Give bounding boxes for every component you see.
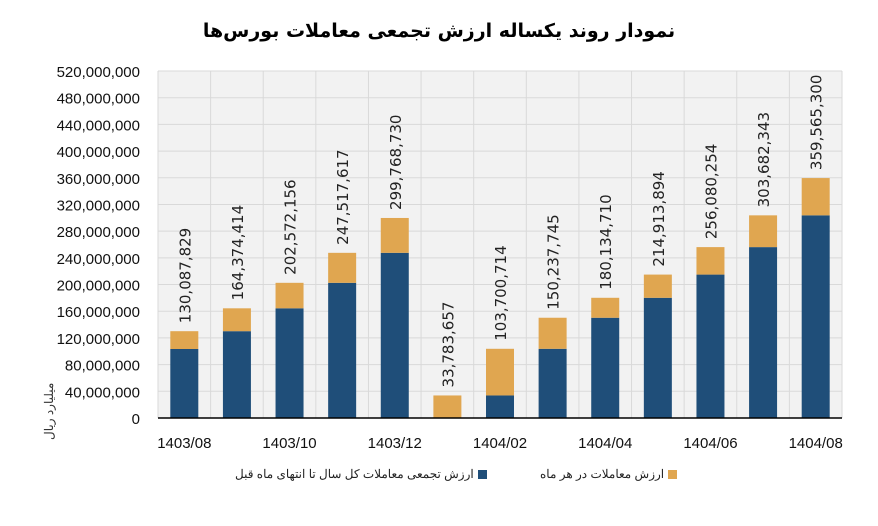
y-tick-label: 400,000,000 <box>57 144 140 161</box>
data-label: 303,682,343 <box>755 112 773 207</box>
bar-cumulative <box>170 349 199 418</box>
data-label: 103,700,714 <box>492 245 510 340</box>
data-label: 202,572,156 <box>282 179 300 274</box>
bar-monthly <box>486 348 514 396</box>
bar-cumulative <box>328 282 357 418</box>
bar-cumulative <box>486 395 514 418</box>
y-tick-label: 360,000,000 <box>57 171 140 188</box>
bar-monthly <box>801 178 830 216</box>
x-tick-label: 1404/02 <box>473 435 527 452</box>
y-tick-label: 280,000,000 <box>57 224 140 241</box>
y-axis-label: میلیارد ریال <box>42 382 56 440</box>
y-tick-label: 160,000,000 <box>57 304 140 321</box>
y-tick-label: 120,000,000 <box>57 331 140 348</box>
x-tick-label: 1403/10 <box>262 435 316 452</box>
bar-cumulative <box>696 274 725 418</box>
y-tick-label: 0 <box>132 411 140 428</box>
legend-item-cumulative: ارزش تجمعی معاملات کل سال تا انتهای ماه … <box>235 467 487 481</box>
legend-label-cumulative: ارزش تجمعی معاملات کل سال تا انتهای ماه … <box>235 467 474 481</box>
bar-monthly <box>275 282 304 309</box>
bar-monthly <box>380 217 409 253</box>
data-label: 164,374,414 <box>229 205 247 300</box>
bar-monthly <box>433 395 462 418</box>
data-label: 256,080,254 <box>702 144 720 239</box>
y-tick-label: 320,000,000 <box>57 197 140 214</box>
bar-monthly <box>591 297 620 318</box>
legend-item-monthly: ارزش معاملات در هر ماه <box>540 467 678 481</box>
bar-cumulative <box>538 348 567 418</box>
y-tick-label: 440,000,000 <box>57 117 140 134</box>
bar-monthly <box>538 317 567 349</box>
bar-cumulative <box>801 215 830 418</box>
y-tick-label: 480,000,000 <box>57 91 140 108</box>
data-label: 299,768,730 <box>387 115 405 210</box>
data-label: 214,913,894 <box>650 171 668 266</box>
x-tick-label: 1404/04 <box>578 435 632 452</box>
y-tick-label: 80,000,000 <box>65 358 140 375</box>
bar-cumulative <box>643 297 672 418</box>
bar-cumulative <box>749 247 778 418</box>
bar-monthly <box>328 252 357 283</box>
data-label: 150,237,745 <box>545 214 563 309</box>
data-label: 247,517,617 <box>334 149 352 244</box>
x-tick-label: 1404/06 <box>683 435 737 452</box>
y-tick-label: 200,000,000 <box>57 278 140 295</box>
x-tick-label: 1404/08 <box>789 435 843 452</box>
bar-monthly <box>222 308 251 332</box>
legend-label-monthly: ارزش معاملات در هر ماه <box>540 467 665 481</box>
legend-swatch-monthly <box>668 469 678 479</box>
bar-cumulative <box>275 308 304 418</box>
x-tick-label: 1403/08 <box>157 435 211 452</box>
bar-cumulative <box>591 317 620 418</box>
legend-swatch-cumulative <box>477 469 487 479</box>
y-tick-label: 240,000,000 <box>57 251 140 268</box>
x-tick-label: 1403/12 <box>368 435 422 452</box>
bar-monthly <box>749 215 778 248</box>
y-tick-label: 520,000,000 <box>57 64 140 81</box>
bar-monthly <box>170 331 199 350</box>
chart-title: نمودار روند یکساله ارزش تجمعی معاملات بو… <box>202 20 676 42</box>
bar-monthly <box>696 247 725 275</box>
data-label: 33,783,657 <box>439 302 457 388</box>
data-label: 130,087,829 <box>176 228 194 323</box>
bar-cumulative <box>380 252 409 418</box>
bar-cumulative <box>222 331 251 418</box>
data-label: 359,565,300 <box>808 75 826 170</box>
y-tick-label: 40,000,000 <box>65 384 140 401</box>
data-label: 180,134,710 <box>597 194 615 289</box>
bar-monthly <box>643 274 672 298</box>
